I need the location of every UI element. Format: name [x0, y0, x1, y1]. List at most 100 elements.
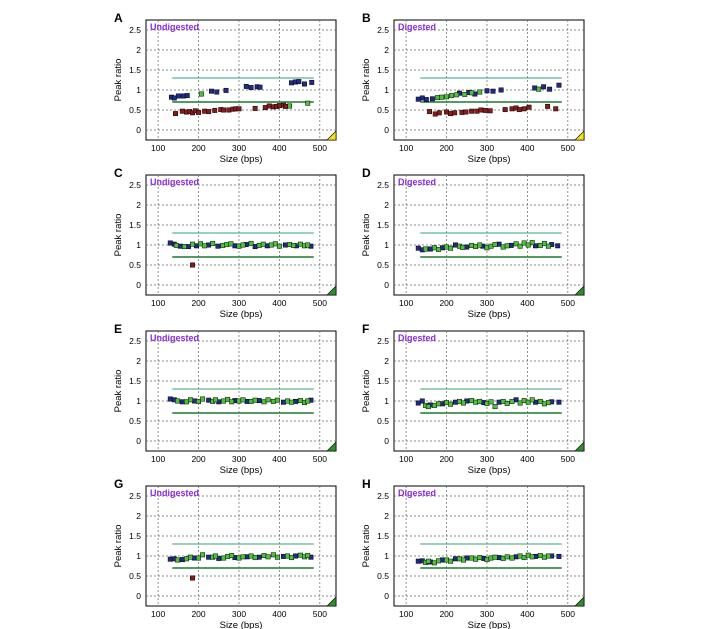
data-point	[469, 242, 475, 248]
data-point	[177, 243, 183, 249]
data-point	[200, 552, 206, 558]
y-tick-label: 0.5	[129, 105, 141, 115]
x-tick-label: 400	[272, 143, 286, 153]
y-tick-label: 2	[136, 356, 141, 366]
data-point	[305, 242, 311, 248]
data-point	[477, 398, 483, 404]
data-point	[500, 244, 506, 250]
data-point	[283, 103, 288, 109]
data-point	[276, 103, 282, 109]
data-point	[198, 91, 204, 97]
x-axis-label: Size (bps)	[220, 465, 263, 476]
data-point	[537, 398, 543, 404]
x-tick-label: 300	[232, 454, 246, 464]
data-point	[490, 88, 496, 94]
data-point	[194, 243, 199, 249]
y-tick-label: 0.5	[377, 260, 389, 270]
corner-status-icon	[326, 130, 337, 141]
data-point	[500, 398, 506, 404]
x-axis-label: Size (bps)	[468, 154, 511, 165]
x-tick-label: 200	[439, 298, 453, 308]
data-point	[448, 245, 454, 251]
y-tick-label: 2	[136, 45, 141, 55]
data-point	[463, 109, 469, 115]
data-point	[484, 557, 490, 563]
data-point	[183, 556, 189, 562]
x-tick-label: 200	[439, 454, 453, 464]
series-blue	[415, 82, 562, 103]
y-tick-label: 2.5	[129, 180, 141, 190]
data-point	[214, 89, 220, 95]
data-point	[261, 553, 267, 559]
data-point	[440, 401, 445, 407]
data-point	[309, 79, 315, 85]
corner-status-icon	[326, 441, 337, 452]
panel-f: F 0 0.5 1 1.5 2 2.5 100 200 300 400 500 Size (bps) Pe…	[361, 322, 585, 476]
data-point	[236, 243, 242, 249]
y-tick-label: 0.5	[129, 571, 141, 581]
data-point	[183, 399, 189, 405]
data-point	[541, 84, 547, 90]
plot-area	[145, 19, 337, 141]
panel-title: Undigested	[150, 22, 199, 32]
data-point	[206, 554, 212, 560]
data-point	[429, 96, 435, 102]
data-point	[248, 85, 254, 91]
data-point	[423, 246, 428, 252]
y-axis-label: Peak ratio	[361, 525, 372, 568]
data-point	[228, 241, 234, 247]
y-tick-label: 1.5	[377, 220, 389, 230]
corner-status-icon	[574, 596, 585, 607]
data-point	[266, 103, 272, 109]
data-point	[440, 557, 445, 563]
x-tick-label: 500	[561, 609, 575, 619]
series-green	[175, 396, 311, 406]
data-point	[440, 245, 445, 251]
x-tick-label: 400	[520, 609, 534, 619]
data-point	[190, 262, 195, 268]
data-point	[415, 558, 421, 564]
data-point	[484, 245, 490, 251]
y-tick-label: 2.5	[129, 336, 141, 346]
data-point	[541, 401, 547, 407]
data-point	[487, 108, 493, 114]
data-point	[221, 107, 227, 113]
series-red	[427, 103, 559, 117]
series-green	[423, 240, 551, 252]
y-tick-label: 2.5	[129, 491, 141, 501]
data-point	[175, 93, 181, 99]
data-point	[287, 103, 292, 109]
y-tick-label: 2.5	[129, 25, 141, 35]
data-point	[256, 242, 262, 248]
data-point	[229, 553, 235, 559]
data-point	[283, 242, 288, 248]
data-point	[210, 240, 216, 246]
y-axis-label: Peak ratio	[113, 525, 124, 568]
data-point	[220, 242, 226, 248]
data-point	[179, 108, 185, 114]
x-tick-label: 200	[191, 298, 205, 308]
data-point	[262, 105, 268, 111]
data-point	[240, 554, 246, 560]
x-tick-label: 100	[399, 143, 413, 153]
data-point	[188, 554, 193, 560]
y-tick-label: 1	[136, 551, 141, 561]
data-point	[305, 100, 311, 106]
data-point	[448, 93, 454, 99]
data-point	[225, 553, 231, 559]
gridlines	[394, 20, 584, 140]
data-point	[190, 241, 195, 247]
panel-letter: G	[114, 477, 123, 491]
data-point	[302, 81, 307, 87]
data-point	[175, 557, 180, 563]
panel-h: H 0 0.5 1 1.5 2 2.5 100 200 300 400 500 Size (bps) Pe…	[361, 477, 585, 629]
data-point	[167, 240, 173, 246]
data-point	[448, 558, 454, 564]
x-tick-label: 400	[272, 454, 286, 464]
data-point	[196, 109, 202, 115]
x-tick-label: 400	[272, 298, 286, 308]
data-point	[206, 242, 212, 248]
panel-letter: E	[114, 322, 122, 336]
data-point	[484, 400, 490, 406]
x-tick-label: 100	[399, 609, 413, 619]
